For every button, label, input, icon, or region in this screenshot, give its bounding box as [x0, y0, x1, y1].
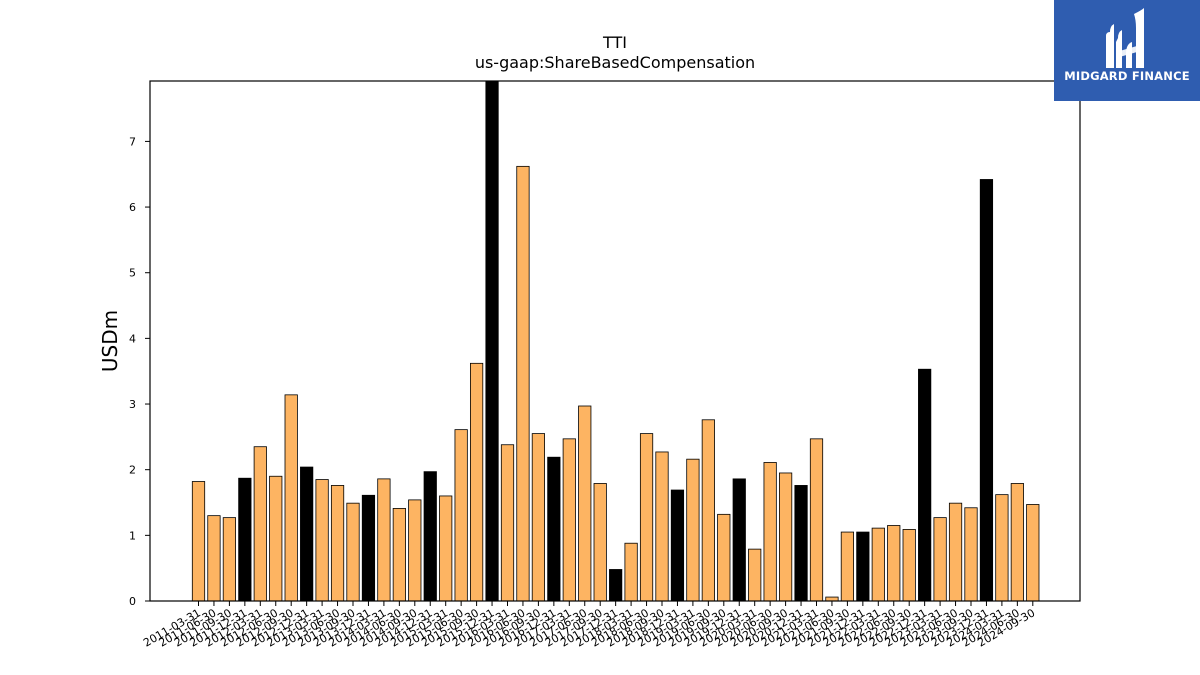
bar — [624, 542, 638, 602]
bar — [732, 478, 746, 602]
bar — [887, 525, 901, 602]
bar — [686, 458, 700, 602]
bar — [408, 499, 422, 602]
y-tick-label: 0 — [129, 595, 136, 608]
bar — [253, 446, 267, 602]
bar — [964, 507, 978, 602]
bar — [609, 569, 623, 602]
bar — [423, 471, 437, 602]
y-ticks-group: 0 1 2 3 4 5 6 7 — [129, 135, 150, 608]
bar — [469, 362, 484, 602]
bar — [191, 481, 206, 602]
bar — [948, 502, 963, 602]
bar — [392, 508, 406, 602]
bar — [639, 433, 654, 602]
bar — [361, 494, 376, 602]
bar — [1010, 483, 1024, 602]
bar — [562, 438, 576, 602]
y-axis-label: USDm — [98, 310, 122, 372]
y-tick-label: 4 — [129, 332, 136, 345]
bar — [918, 368, 932, 602]
bar — [593, 483, 607, 602]
bar — [701, 419, 715, 602]
brand-name: MIDGARD FINANCE — [1064, 69, 1190, 83]
x-ticks-group: 2011-03-312011-06-302011-09-302011-12-31… — [141, 601, 1037, 650]
bar — [655, 451, 669, 602]
chart-title: TTI — [602, 33, 627, 52]
bar — [439, 495, 453, 602]
bar — [300, 466, 314, 602]
y-tick-label: 3 — [129, 398, 136, 411]
bar — [330, 485, 345, 602]
bar — [547, 456, 561, 602]
bar — [871, 527, 885, 602]
bar — [377, 478, 391, 602]
bar — [809, 438, 824, 602]
bar — [979, 179, 994, 602]
bar — [269, 475, 283, 602]
bar — [748, 548, 762, 602]
bar — [454, 429, 468, 602]
bar — [578, 405, 592, 602]
bar — [284, 394, 298, 602]
bar — [717, 513, 731, 602]
y-tick-label: 1 — [129, 529, 136, 542]
bar — [902, 529, 916, 602]
bars-group — [191, 80, 1040, 602]
bar — [222, 517, 236, 602]
y-tick-label: 2 — [129, 464, 136, 477]
y-tick-label: 7 — [129, 135, 136, 148]
chart-subtitle: us-gaap:ShareBasedCompensation — [475, 53, 755, 72]
brand-logo: MIDGARD FINANCE — [1054, 0, 1200, 101]
bar — [794, 485, 808, 602]
bar — [346, 502, 360, 602]
bar — [207, 515, 221, 602]
y-tick-label: 5 — [129, 267, 136, 280]
bar — [856, 531, 870, 602]
bar — [933, 517, 947, 602]
bar — [1026, 504, 1040, 602]
bar — [500, 444, 515, 602]
brand-mark-icon — [1106, 8, 1144, 68]
bar — [531, 433, 546, 602]
bar — [779, 472, 793, 602]
bar — [670, 489, 685, 602]
y-tick-label: 6 — [129, 201, 136, 214]
bar — [238, 477, 252, 602]
bar — [516, 165, 530, 602]
bar — [840, 531, 855, 602]
plot-frame — [149, 80, 1081, 602]
bar — [485, 80, 499, 602]
bar — [315, 479, 329, 602]
bar — [995, 494, 1009, 602]
bar — [763, 462, 777, 602]
